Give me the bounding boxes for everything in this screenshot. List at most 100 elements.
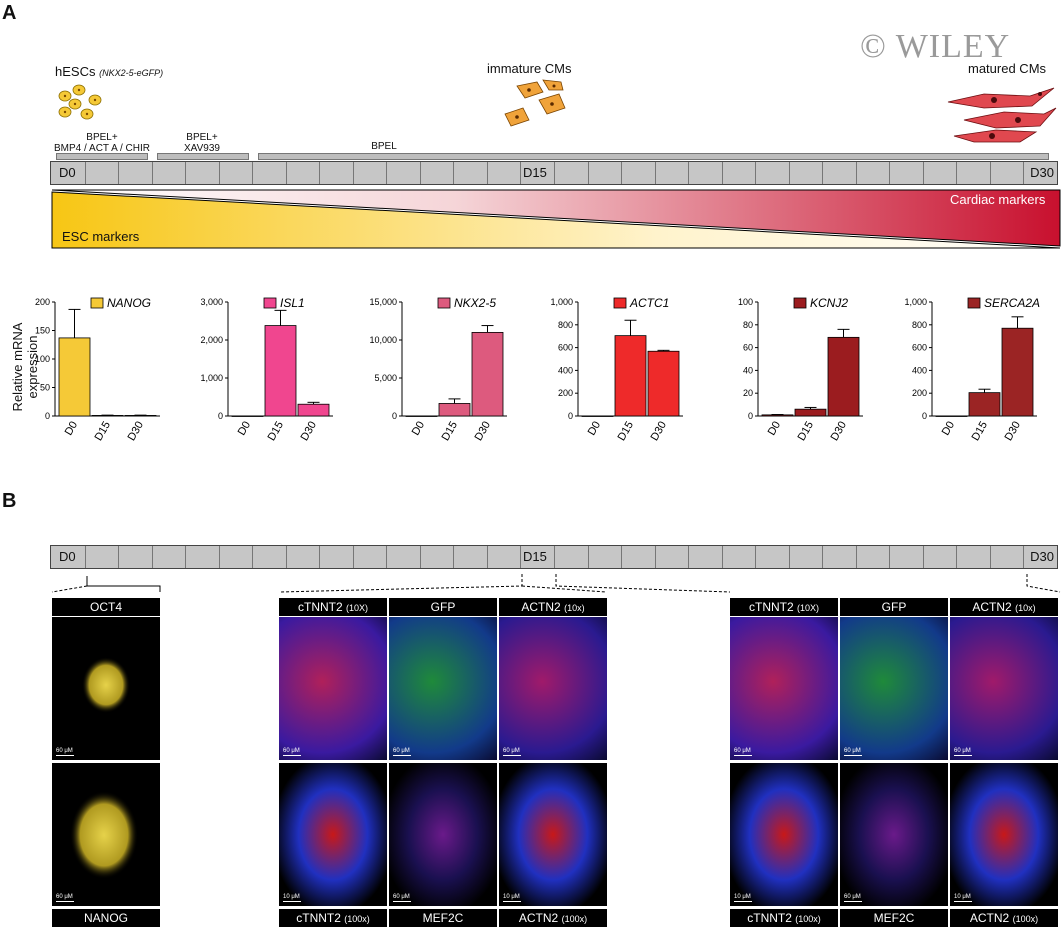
x-tick-label: D0 [63, 420, 80, 438]
y-tick-label: 100 [738, 297, 753, 307]
bar-ISL1-D15 [264, 325, 297, 417]
bar-KCNJ2-D15 [794, 408, 827, 417]
panel-b-letter: B [2, 490, 17, 512]
y-tick-label: 800 [558, 320, 573, 330]
oct4-scale: 60 μM [56, 748, 73, 754]
timeline-tick [151, 162, 153, 184]
timeline-tick [587, 546, 589, 568]
d30-bottom-label-0: cTNNT2 (100x) [730, 909, 838, 927]
timeline-tick [989, 162, 991, 184]
timeline-tick [922, 162, 924, 184]
oct4-image: 60 μM [52, 617, 160, 760]
timeline-tick [889, 162, 891, 184]
timeline-tick [84, 546, 86, 568]
d15-bottom-label-0: cTNNT2 (100x) [279, 909, 387, 927]
stage-hesc-label: hESCs (NKX2-5-eGFP) [55, 64, 164, 79]
timeline-tick [218, 162, 220, 184]
x-tick-label: D30 [1003, 420, 1023, 443]
bar-ACTC1-D30 [647, 350, 680, 417]
y-tick-label: 0 [748, 411, 753, 421]
timeline-tick [554, 546, 555, 568]
x-tick-label: D30 [299, 420, 319, 443]
timeline-tick [621, 546, 623, 568]
timeline-tick [989, 546, 991, 568]
x-tick-label: D0 [586, 420, 603, 438]
y-tick-label: 40 [743, 365, 753, 375]
stage-immature-label: immature CMs [487, 61, 572, 76]
timeline-tick [453, 546, 455, 568]
timeline-a-d15: D15 [523, 165, 547, 180]
scale-bar: 60 μM [844, 748, 861, 754]
timeline-tick [721, 162, 723, 184]
timeline-tick [688, 546, 690, 568]
scale-bar: 10 μM [734, 894, 751, 900]
x-tick-label: D0 [410, 420, 427, 438]
legend-swatch [967, 297, 981, 309]
bar-NKX2-5-D15 [438, 403, 471, 417]
timeline-tick [587, 162, 589, 184]
y-tick-label: 0 [45, 411, 50, 421]
d30-top-image-0: 60 μM [730, 617, 838, 760]
timeline-tick [956, 162, 958, 184]
legend-swatch [613, 297, 627, 309]
x-tick-label: D0 [940, 420, 957, 438]
bar-ACTC1-D0 [581, 415, 614, 417]
y-tick-label: 15,000 [369, 297, 397, 307]
timeline-tick [252, 546, 254, 568]
media-bar-1 [56, 153, 148, 160]
timeline-tick [285, 546, 287, 568]
scale-bar: 60 μM [844, 894, 861, 900]
timeline-tick [654, 546, 656, 568]
matured-cm-icon [947, 87, 1057, 143]
timeline-tick [1023, 162, 1025, 184]
timeline-tick [386, 546, 388, 568]
d15-top-label-2: ACTN2 (10x) [499, 598, 607, 616]
legend-label-NKX2-5: NKX2-5 [454, 296, 496, 310]
timeline-a-d30: D30 [1030, 165, 1054, 180]
media-bar-3 [258, 153, 1049, 160]
d30-bottom-image-1: 60 μM [840, 763, 948, 906]
y-tick-label: 50 [40, 383, 50, 393]
d15-top-label-0: cTNNT2 (10X) [279, 598, 387, 616]
media-label-1: BPEL+ BMP4 / ACT A / CHIR [54, 132, 150, 154]
scale-bar: 60 μM [393, 894, 410, 900]
y-tick-label: 200 [35, 297, 50, 307]
x-tick-label: D30 [473, 420, 493, 443]
bar-NKX2-5-D30 [471, 332, 504, 417]
d15-bottom-label-1: MEF2C [389, 909, 497, 927]
y-tick-label: 400 [912, 365, 927, 375]
timeline-tick [554, 162, 555, 184]
y-tick-label: 200 [912, 388, 927, 398]
legend-swatch [793, 297, 807, 309]
esc-markers-label: ESC markers [62, 229, 140, 244]
timeline-tick [822, 546, 824, 568]
nanog-image: 60 μM [52, 763, 160, 906]
zoom-brackets [51, 574, 1061, 593]
timeline-b-d15: D15 [523, 549, 547, 564]
timeline-tick [922, 546, 924, 568]
scale-bar: 60 μM [283, 748, 300, 754]
y-tick-label: 800 [912, 320, 927, 330]
timeline-tick [319, 162, 321, 184]
y-tick-label: 600 [912, 343, 927, 353]
timeline-tick [755, 162, 757, 184]
y-tick-label: 0 [568, 411, 573, 421]
y-tick-label: 3,000 [200, 297, 223, 307]
timeline-a: D0 D15 D30 [50, 161, 1058, 185]
d15-top-image-1: 60 μM [389, 617, 497, 760]
timeline-tick [486, 162, 488, 184]
timeline-tick [956, 546, 958, 568]
timeline-tick [1023, 546, 1025, 568]
marker-gradient [51, 189, 1061, 249]
scale-bar: 10 μM [503, 894, 520, 900]
timeline-tick [520, 546, 522, 568]
hesc-cells-icon [58, 84, 102, 120]
d30-bottom-label-1: MEF2C [840, 909, 948, 927]
d30-top-label-1: GFP [840, 598, 948, 616]
y-tick-label: 10,000 [369, 335, 397, 345]
y-tick-label: 1,000 [200, 373, 223, 383]
bar-ISL1-D0 [231, 415, 264, 417]
timeline-tick [151, 546, 153, 568]
timeline-tick [419, 162, 421, 184]
x-tick-label: D0 [236, 420, 253, 438]
